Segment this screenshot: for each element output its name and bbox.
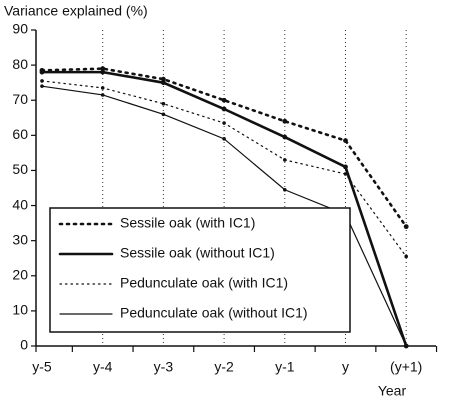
x-tick-label: y-2 xyxy=(214,359,234,375)
x-tick-label: y xyxy=(342,359,349,375)
data-point xyxy=(283,187,287,192)
data-point xyxy=(161,112,166,117)
x-tick-label: (y+1) xyxy=(390,359,422,375)
y-tick-label: 20 xyxy=(12,266,28,282)
data-point xyxy=(221,106,227,112)
legend-label: Sessile oak (with IC1) xyxy=(120,215,255,231)
data-point xyxy=(222,121,226,125)
legend-label: Sessile oak (without IC1) xyxy=(120,245,275,261)
data-point xyxy=(100,69,106,75)
y-tick-label: 10 xyxy=(12,302,28,318)
y-tick-label: 90 xyxy=(12,21,28,37)
y-tick-label: 80 xyxy=(12,56,28,72)
data-point xyxy=(343,138,348,144)
data-point xyxy=(282,134,288,140)
data-point xyxy=(343,164,348,170)
legend-label: Pedunculate oak (with IC1) xyxy=(120,275,288,291)
legend-label: Pedunculate oak (without IC1) xyxy=(120,305,308,321)
data-point xyxy=(100,66,106,72)
data-point xyxy=(161,80,166,86)
data-point xyxy=(221,97,227,103)
data-point xyxy=(404,254,409,259)
data-point xyxy=(100,93,105,97)
legend-box xyxy=(49,207,351,333)
data-point xyxy=(100,86,105,90)
y-tick-label: 40 xyxy=(12,196,28,212)
x-tick-label: y-4 xyxy=(93,359,113,375)
data-point xyxy=(283,158,287,162)
x-tick-label: y-1 xyxy=(275,359,295,375)
x-axis-label: Year xyxy=(378,383,407,399)
data-point xyxy=(404,344,409,348)
x-tick-label: y-5 xyxy=(32,359,52,375)
chart-title: Variance explained (%) xyxy=(4,3,148,19)
data-point xyxy=(40,84,44,88)
y-tick-label: 70 xyxy=(12,91,28,107)
x-tick-label: y-3 xyxy=(154,359,174,375)
y-tick-label: 0 xyxy=(20,337,28,353)
data-point xyxy=(40,79,44,83)
data-point xyxy=(343,172,348,176)
data-point xyxy=(222,137,226,141)
data-point xyxy=(161,101,166,106)
data-point xyxy=(403,224,409,230)
y-tick-label: 30 xyxy=(12,231,28,247)
data-point xyxy=(282,118,288,124)
data-point xyxy=(39,69,45,75)
y-tick-label: 50 xyxy=(12,161,28,177)
y-tick-label: 60 xyxy=(12,126,28,142)
data-point xyxy=(161,76,166,82)
